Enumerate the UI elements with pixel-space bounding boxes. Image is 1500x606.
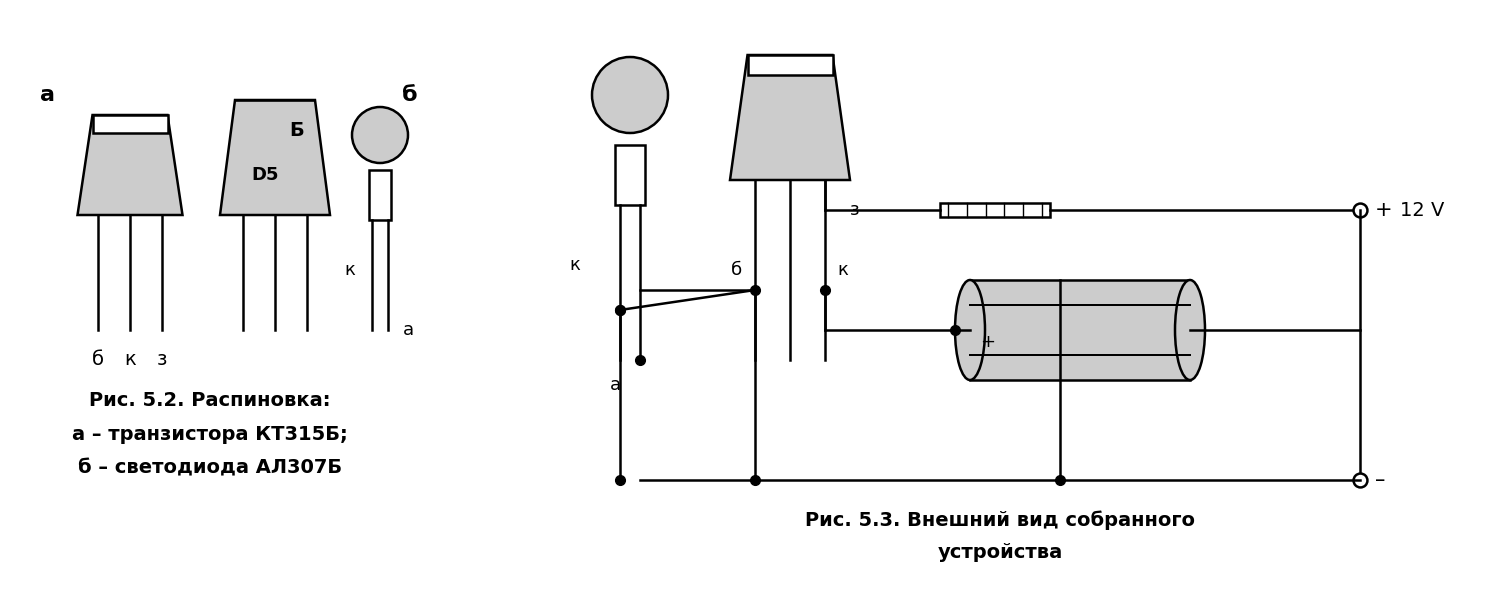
Polygon shape [369,170,392,220]
Polygon shape [220,100,330,215]
Text: Рис. 5.3. Внешний вид собранного: Рис. 5.3. Внешний вид собранного [806,510,1196,530]
Text: D5: D5 [251,166,279,184]
Text: к: к [837,261,849,279]
Text: Рис. 5.2. Распиновка:: Рис. 5.2. Распиновка: [90,390,330,410]
Polygon shape [93,115,168,133]
Text: б: б [92,350,104,369]
Polygon shape [730,55,850,180]
Text: Б: Б [290,121,304,139]
Text: к: к [124,350,136,369]
Text: 12 V: 12 V [1400,201,1444,219]
Text: а: а [609,376,621,394]
Ellipse shape [1174,280,1204,380]
Circle shape [352,107,408,163]
Text: +: + [1376,200,1392,220]
Bar [940,203,1050,217]
Text: а: а [402,321,414,339]
Text: а – транзистора КТ315Б;: а – транзистора КТ315Б; [72,425,348,444]
Polygon shape [747,55,833,75]
Polygon shape [615,145,645,205]
Text: +: + [981,333,996,351]
Text: к: к [345,261,355,279]
Text: устройства: устройства [938,544,1062,562]
Text: б: б [732,261,742,279]
Bar [970,280,1190,380]
Text: к: к [570,256,580,274]
Text: з: з [850,201,859,219]
Polygon shape [78,115,183,215]
Ellipse shape [956,280,986,380]
Text: –: – [1376,470,1386,490]
Text: б: б [402,85,418,105]
Circle shape [592,57,668,133]
Text: а: а [40,85,56,105]
Text: з: з [158,350,166,369]
Text: б – светодиода АЛ307Б: б – светодиода АЛ307Б [78,459,342,478]
